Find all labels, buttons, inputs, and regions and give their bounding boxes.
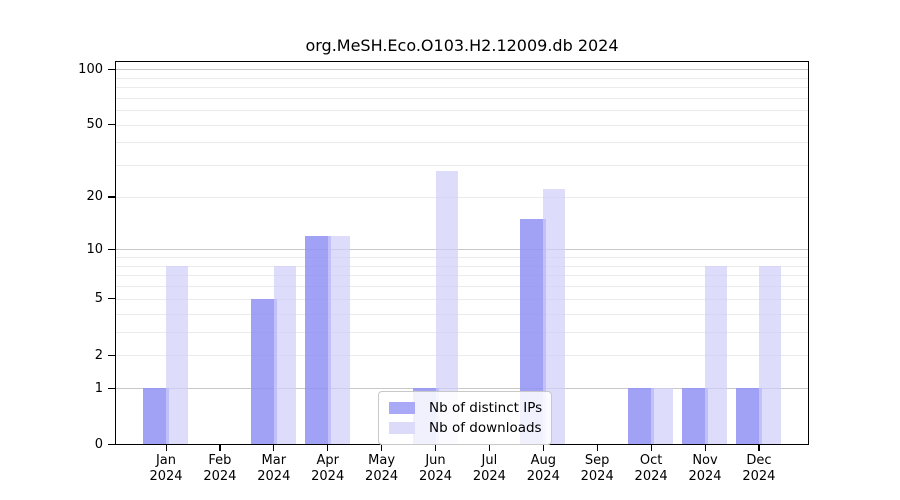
y-gridline — [115, 142, 809, 144]
chart-title: org.MeSH.Eco.O103.H2.12009.db 2024 — [305, 36, 619, 55]
bar-downloads-dec — [758, 265, 781, 445]
x-tick-label-jan: Jan 2024 — [149, 453, 183, 484]
bar-distinct-ips-nov — [682, 388, 708, 445]
y-gridline — [115, 97, 809, 99]
y-tick-label: 5 — [94, 291, 103, 307]
x-tick — [219, 445, 221, 451]
legend-swatch-distinct-ips — [389, 402, 415, 414]
bar-distinct-ips-dec — [735, 388, 762, 445]
x-tick — [381, 445, 383, 451]
x-tick-label-may: May 2024 — [365, 453, 399, 484]
y-tick-label: 10 — [86, 241, 103, 257]
y-tick — [108, 68, 115, 70]
y-tick — [108, 196, 115, 198]
y-gridline — [115, 69, 809, 71]
bar-distinct-ips-apr — [304, 235, 331, 445]
legend-label-downloads: Nb of downloads — [429, 420, 542, 436]
x-tick-label-apr: Apr 2024 — [311, 453, 345, 484]
bar-downloads-jun — [435, 170, 458, 445]
x-tick — [488, 445, 491, 451]
bar-downloads-aug — [543, 189, 566, 445]
y-gridline — [115, 77, 809, 79]
x-tick — [435, 445, 437, 451]
bar-downloads-mar — [273, 265, 296, 445]
x-tick — [650, 445, 652, 451]
bar-distinct-ips-mar — [250, 298, 277, 445]
x-tick-label-mar: Mar 2024 — [257, 453, 291, 484]
x-tick-label-nov: Nov 2024 — [688, 453, 722, 484]
x-tick — [327, 445, 329, 451]
x-tick-label-sep: Sep 2024 — [580, 453, 614, 484]
x-tick-label-dec: Dec 2024 — [742, 453, 776, 484]
x-tick — [704, 445, 706, 451]
legend-label-distinct-ips: Nb of distinct IPs — [429, 400, 543, 416]
bar-downloads-apr — [327, 235, 350, 445]
y-tick — [108, 444, 115, 446]
x-tick-label-jun: Jun 2024 — [418, 453, 453, 484]
x-tick-label-feb: Feb 2024 — [203, 453, 237, 484]
y-gridline — [115, 110, 809, 112]
y-gridline — [115, 196, 809, 198]
y-gridline — [115, 87, 809, 89]
bar-downloads-jan — [166, 265, 188, 445]
y-tick-label: 0 — [94, 437, 103, 452]
y-tick — [108, 298, 115, 300]
x-tick — [758, 445, 760, 451]
y-gridline — [115, 257, 809, 259]
y-tick-label: 2 — [94, 347, 103, 363]
x-tick-label-jul: Jul 2024 — [472, 453, 506, 484]
y-tick-label: 20 — [86, 189, 103, 205]
x-tick — [542, 445, 544, 451]
y-tick-label: 100 — [78, 61, 103, 77]
x-tick — [165, 445, 167, 451]
legend-swatch-downloads — [389, 422, 415, 434]
y-gridline — [115, 165, 809, 167]
legend-row-downloads: Nb of downloads — [389, 418, 542, 438]
bar-distinct-ips-oct — [628, 388, 655, 445]
x-tick-label-aug: Aug 2024 — [526, 453, 560, 484]
y-gridline — [115, 249, 809, 251]
y-tick — [108, 124, 115, 126]
y-gridline — [115, 124, 809, 126]
y-tick-label: 1 — [94, 380, 103, 396]
y-tick — [108, 248, 115, 251]
legend: Nb of distinct IPs Nb of downloads — [378, 391, 552, 445]
y-tick-label: 50 — [86, 117, 103, 133]
y-tick — [108, 387, 115, 389]
y-tick — [108, 354, 115, 356]
bar-distinct-ips-jan — [143, 388, 169, 445]
bar-downloads-nov — [705, 265, 727, 445]
x-tick-label-oct: Oct 2024 — [634, 453, 668, 484]
x-tick — [596, 445, 598, 451]
x-tick — [273, 445, 275, 451]
bar-downloads-oct — [651, 388, 674, 445]
legend-row-distinct-ips: Nb of distinct IPs — [389, 398, 543, 418]
